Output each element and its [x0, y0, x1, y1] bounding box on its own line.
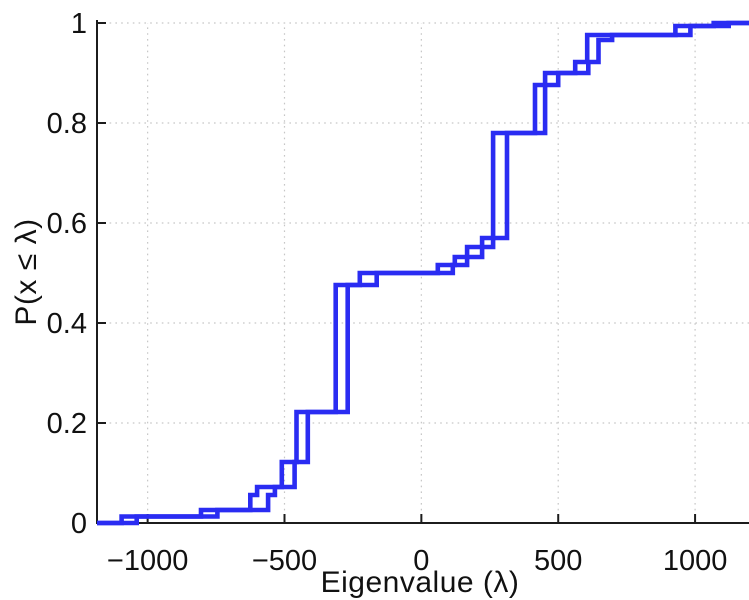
ecdf-curve-2	[97, 20, 749, 526]
y-axis-label: P(x ≤ λ)	[10, 218, 43, 326]
y-tick-label: 0	[71, 508, 87, 540]
x-tick-label: 0	[413, 545, 429, 577]
y-tick-label: 1	[71, 8, 87, 40]
ecdf-curve-1	[97, 20, 749, 526]
y-tick-label: 0.4	[47, 308, 87, 340]
x-tick-label: −1000	[107, 545, 188, 577]
y-tick-label: 0.6	[47, 208, 87, 240]
y-tick-label: 0.2	[47, 408, 87, 440]
x-tick-label: 500	[534, 545, 582, 577]
x-tick-label: −500	[252, 545, 317, 577]
x-axis-label: Eigenvalue (λ)	[320, 566, 520, 599]
y-tick-label: 0.8	[47, 108, 87, 140]
x-tick-label: 1000	[663, 545, 728, 577]
